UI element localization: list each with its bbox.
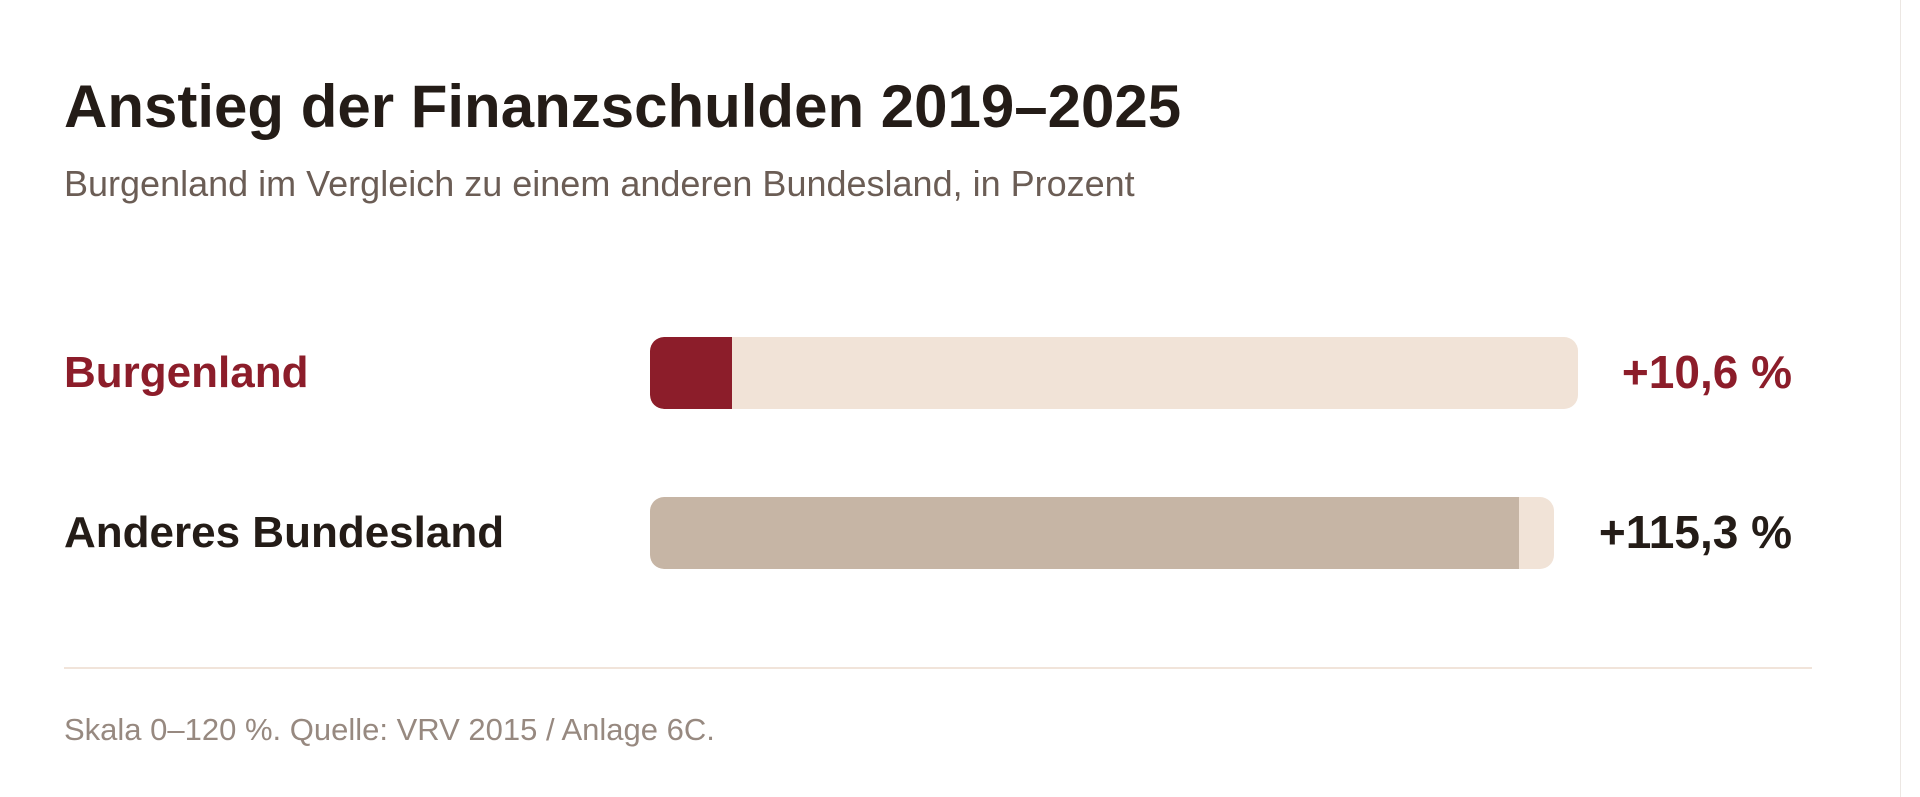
bar [650, 337, 732, 409]
bar-label: Burgenland [64, 348, 309, 397]
chart-subtitle: Burgenland im Vergleich zu einem anderen… [64, 163, 1135, 204]
bar-track [650, 497, 1554, 569]
divider [64, 667, 1812, 669]
bar-label: Anderes Bundesland [64, 508, 505, 557]
chart-title: Anstieg der Finanzschulden 2019–2025 [64, 73, 1182, 140]
bar-value-label: +115,3 % [1598, 506, 1792, 558]
source-footnote: Skala 0–120 %. Quelle: VRV 2015 / Anlage… [64, 712, 715, 747]
bar-track [650, 337, 1578, 409]
bar-value-label: +10,6 % [1621, 346, 1792, 398]
bar [650, 497, 1519, 569]
